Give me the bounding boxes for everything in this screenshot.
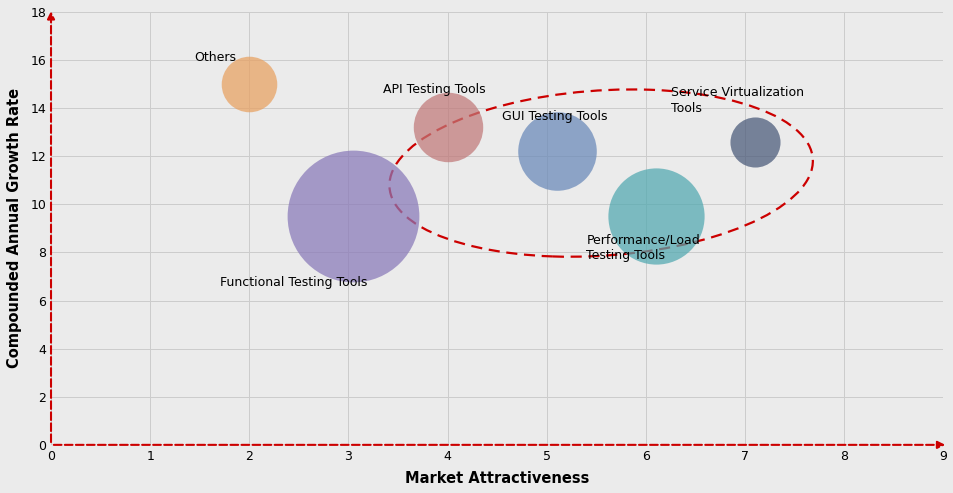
Text: Performance/Load
Testing Tools: Performance/Load Testing Tools xyxy=(586,233,700,262)
Text: GUI Testing Tools: GUI Testing Tools xyxy=(501,109,607,123)
Y-axis label: Compounded Annual Growth Rate: Compounded Annual Growth Rate xyxy=(7,88,22,368)
Text: Service Virtualization
Tools: Service Virtualization Tools xyxy=(670,86,802,115)
Point xyxy=(647,212,662,220)
Point xyxy=(241,80,256,88)
Text: Others: Others xyxy=(194,51,236,64)
Text: API Testing Tools: API Testing Tools xyxy=(383,83,485,96)
Text: Functional Testing Tools: Functional Testing Tools xyxy=(219,276,367,288)
Point xyxy=(746,138,761,146)
X-axis label: Market Attractiveness: Market Attractiveness xyxy=(404,471,589,486)
Point xyxy=(439,123,455,131)
Point xyxy=(345,212,360,220)
Point xyxy=(548,147,563,155)
